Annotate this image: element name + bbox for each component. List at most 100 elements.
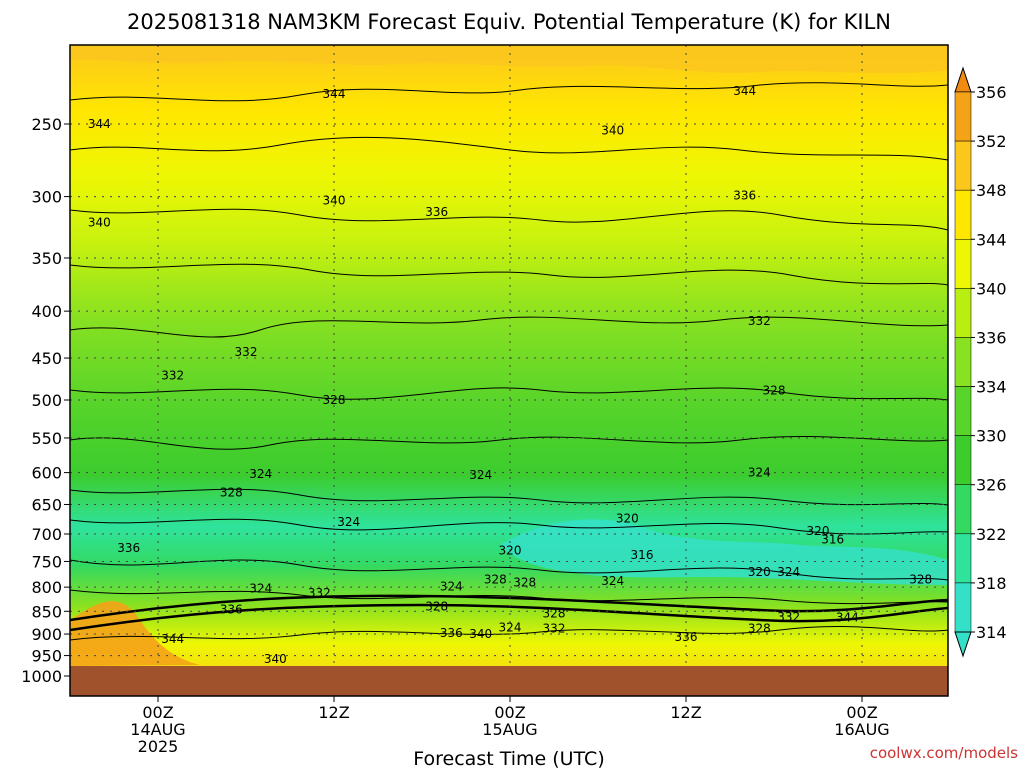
upper-orange-region <box>70 45 948 74</box>
y-tick-label: 500 <box>31 391 62 410</box>
contour-label: 320 <box>499 544 522 558</box>
y-axis: 250 300 350 400 450 500 550 600 650 700 750 800 850 9… <box>21 115 70 686</box>
below-ground-mask <box>70 666 948 696</box>
contour-label: 344 <box>161 632 184 646</box>
y-tick-label: 300 <box>31 188 62 207</box>
contour-label: 340 <box>601 123 624 137</box>
contour-label: 332 <box>235 345 258 359</box>
colorbar-bottom-arrow <box>954 631 972 658</box>
contour-label: 328 <box>763 383 786 397</box>
contour-label: 324 <box>337 515 360 529</box>
colorbar-swatch <box>954 140 972 191</box>
contour-label: 336 <box>425 205 448 219</box>
dense-contour-band <box>70 594 948 632</box>
colorbar-swatch <box>954 288 972 338</box>
y-tick-label: 250 <box>31 115 62 134</box>
y-tick-label: 600 <box>31 464 62 483</box>
colorbar-swatch <box>954 533 972 584</box>
x-tick-label: 12Z <box>670 703 701 722</box>
orange-surface-region <box>70 601 200 666</box>
chart-title: 2025081318 NAM3KM Forecast Equiv. Potent… <box>127 10 891 34</box>
contour-label: 328 <box>909 573 932 587</box>
contour-label: 316 <box>631 548 654 562</box>
colorbar-label: 334 <box>976 378 1007 397</box>
contour-label: 324 <box>601 574 624 588</box>
colorbar-swatch <box>954 484 972 535</box>
y-tick-label: 350 <box>31 249 62 268</box>
y-tick-label: 450 <box>31 349 62 368</box>
contour-label: 324 <box>440 580 463 594</box>
colorbar-label: 340 <box>976 279 1007 298</box>
contour-label: 320 <box>616 511 639 525</box>
x-tick-label: 00Z <box>142 703 173 722</box>
colorbar-label: 314 <box>976 623 1007 642</box>
colorbar-swatch <box>954 337 972 387</box>
contour-label: 340 <box>323 194 346 208</box>
colorbar-top-arrow <box>954 66 972 93</box>
contour-label: 320 <box>807 524 830 538</box>
contour-label: 332 <box>777 610 800 624</box>
colorbar-swatch <box>954 189 972 240</box>
contour-label: 332 <box>543 622 566 636</box>
y-tick-label: 400 <box>31 302 62 321</box>
contour-label: 328 <box>543 607 566 621</box>
y-tick-label: 800 <box>31 578 62 597</box>
contour-label: 332 <box>308 586 331 600</box>
colorbar-swatch <box>954 91 972 142</box>
contour-label: 324 <box>249 582 272 596</box>
contour-label: 344 <box>836 610 859 624</box>
colorbar-label: 356 <box>976 83 1007 102</box>
contour-label: 316 <box>821 533 844 547</box>
y-tick-label: 750 <box>31 552 62 571</box>
colorbar-swatch <box>954 239 972 289</box>
colorbar-swatch <box>954 435 972 485</box>
cyan-minimum-region <box>500 519 948 585</box>
x-tick-label: 00Z <box>494 703 525 722</box>
contour-label: 320 <box>748 565 771 579</box>
contour-label: 336 <box>220 602 243 616</box>
contour-label: 340 <box>469 627 492 641</box>
contour-label: 336 <box>440 626 463 640</box>
colorbar-label: 344 <box>976 230 1007 249</box>
colorbar-swatch <box>954 386 972 436</box>
contour-label: 336 <box>675 630 698 644</box>
y-tick-label: 650 <box>31 495 62 514</box>
contour-label: 344 <box>88 117 111 131</box>
contour-label: 328 <box>513 576 536 590</box>
colorbar-swatch <box>954 582 972 633</box>
colorbar-label: 352 <box>976 132 1007 151</box>
contour-label: 324 <box>469 468 492 482</box>
colorbar-label: 336 <box>976 328 1007 347</box>
contour-label: 332 <box>161 368 184 382</box>
colorbar: 314 318 322 326 330 334 336 340 344 348 352 356 <box>954 66 1007 658</box>
colorbar-label: 318 <box>976 574 1007 593</box>
contour-label: 324 <box>499 620 522 634</box>
x-tick-label: 14AUG <box>130 720 185 739</box>
x-tick-label: 15AUG <box>482 720 537 739</box>
contour-label: 336 <box>117 541 140 555</box>
x-tick-label: 16AUG <box>834 720 889 739</box>
x-axis-label: Forecast Time (UTC) <box>413 748 604 768</box>
contour-label: 344 <box>733 84 756 98</box>
contour-label: 344 <box>323 87 346 101</box>
y-tick-label: 550 <box>31 429 62 448</box>
y-tick-label: 700 <box>31 525 62 544</box>
contour-label: 328 <box>323 393 346 407</box>
contour-label: 328 <box>220 486 243 500</box>
x-tick-label: 12Z <box>318 703 349 722</box>
contour-label: 340 <box>88 215 111 229</box>
contour-label: 340 <box>264 652 287 666</box>
contour-label: 324 <box>748 466 771 480</box>
contour-lines <box>70 82 948 641</box>
colorbar-label: 330 <box>976 427 1007 446</box>
colorbar-label: 322 <box>976 525 1007 544</box>
y-tick-label: 1000 <box>21 667 62 686</box>
y-tick-label: 850 <box>31 602 62 621</box>
contour-label: 328 <box>484 573 507 587</box>
x-tick-label: 00Z <box>846 703 877 722</box>
contour-label: 328 <box>748 622 771 636</box>
